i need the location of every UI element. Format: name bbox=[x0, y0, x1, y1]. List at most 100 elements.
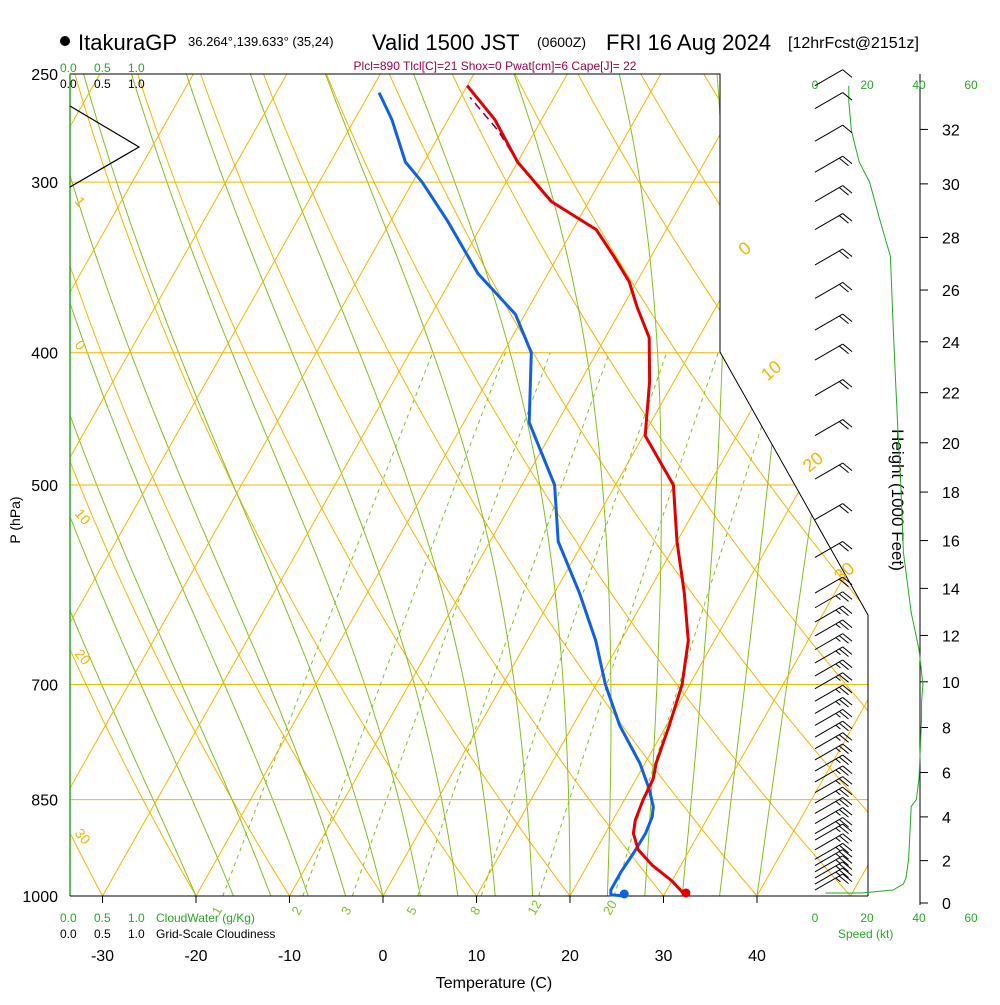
mixing-ratio-lines bbox=[223, 353, 786, 896]
height-tick-label: 14 bbox=[942, 581, 960, 598]
mixing-ratio-label: 2 bbox=[288, 904, 305, 918]
pressure-tick-label: 300 bbox=[31, 175, 58, 192]
height-axis-label: Height (1000 Feet) bbox=[888, 429, 907, 571]
wind-barb bbox=[815, 721, 852, 737]
wind-barb bbox=[815, 634, 852, 650]
height-tick-label: 24 bbox=[942, 335, 960, 352]
cloud-water-bottom-tick-2: 1.0 bbox=[128, 911, 145, 925]
x-tick-label: 30 bbox=[655, 948, 673, 965]
wind-speed-tick-bottom: 0 bbox=[812, 911, 819, 925]
wind-barb bbox=[815, 733, 852, 749]
mixing-ratio-line bbox=[614, 353, 786, 896]
wind-speed-label: Speed (kt) bbox=[838, 927, 893, 941]
isotherm-left-label: 20 bbox=[72, 646, 94, 668]
wind-speed-tick-bottom: 40 bbox=[912, 911, 926, 925]
wind-barb bbox=[815, 709, 852, 725]
wind-speed-tick-top: 40 bbox=[912, 78, 926, 92]
valid-date: FRI 16 Aug 2024 bbox=[606, 30, 771, 55]
dry-adiabat-line bbox=[767, 74, 1000, 896]
y-axis-label: P (hPa) bbox=[7, 496, 23, 543]
wind-barb bbox=[815, 834, 852, 850]
wind-barb bbox=[815, 660, 852, 676]
wind-barb bbox=[815, 314, 852, 330]
isotherm-left-label: 30 bbox=[72, 825, 94, 847]
valid-zulu: (0600Z) bbox=[537, 34, 586, 50]
cloudiness-label: Grid-Scale Cloudiness bbox=[156, 927, 275, 941]
height-tick-label: 10 bbox=[942, 675, 960, 692]
height-tick-label: 16 bbox=[942, 534, 960, 551]
wind-barb bbox=[815, 685, 852, 701]
height-tick-label: 28 bbox=[942, 230, 960, 247]
cloud-water-bottom-tick-0: 0.0 bbox=[60, 911, 77, 925]
height-tick-label: 2 bbox=[942, 854, 951, 871]
dry-adiabat-line bbox=[830, 74, 1000, 896]
wind-barb bbox=[815, 504, 852, 520]
isotherm-label: 10 bbox=[757, 356, 785, 384]
cloud-water-top-tick-2: 1.0 bbox=[128, 61, 145, 75]
height-tick-label: 12 bbox=[942, 628, 960, 645]
wind-barb bbox=[815, 186, 852, 202]
pressure-tick-label: 850 bbox=[31, 793, 58, 810]
cloud-water-top-tick-0: 0.0 bbox=[60, 61, 77, 75]
wind-barbs bbox=[815, 70, 852, 890]
station-dot-icon bbox=[60, 36, 70, 46]
cloudiness-bottom-tick-1: 0.5 bbox=[94, 927, 111, 941]
cloud-water-top-tick-1: 0.5 bbox=[94, 61, 111, 75]
isotherm-label: 20 bbox=[799, 448, 827, 476]
x-tick-label: -30 bbox=[91, 948, 114, 965]
isobars bbox=[70, 74, 868, 896]
wind-barb bbox=[815, 125, 852, 141]
height-tick-label: 6 bbox=[942, 766, 951, 783]
station-coords: 36.264°,139.633° (35,24) bbox=[188, 34, 334, 49]
wind-barb bbox=[815, 70, 852, 86]
pressure-tick-label: 250 bbox=[31, 67, 58, 84]
surface-temperature-dot bbox=[681, 889, 690, 898]
cloudiness-top-tick-2: 1.0 bbox=[128, 77, 145, 91]
pressure-tick-label: 500 bbox=[31, 478, 58, 495]
wind-barb bbox=[815, 824, 852, 840]
mixing-ratio-line bbox=[223, 353, 433, 896]
mixing-ratio-label: 12 bbox=[524, 897, 544, 917]
dry-adiabat-line bbox=[0, 74, 9, 896]
wind-barb bbox=[815, 606, 852, 622]
wind-barb bbox=[815, 93, 852, 109]
wind-barb bbox=[815, 214, 852, 230]
wind-barb bbox=[815, 420, 852, 436]
wind-speed-profile bbox=[825, 86, 923, 893]
height-tick-label: 30 bbox=[942, 177, 960, 194]
wind-barb bbox=[815, 673, 852, 689]
x-tick-label: 40 bbox=[748, 948, 766, 965]
wind-barb bbox=[815, 697, 852, 713]
mixing-ratio-line bbox=[539, 353, 719, 896]
wind-barb bbox=[815, 620, 852, 636]
stability-indices: Plcl=890 Tlcl[C]=21 Shox=0 Pwat[cm]=6 Ca… bbox=[354, 59, 637, 73]
x-tick-label: -20 bbox=[184, 948, 207, 965]
height-tick-label: 20 bbox=[942, 436, 960, 453]
pressure-tick-label: 400 bbox=[31, 346, 58, 363]
cloudiness-bottom-tick-2: 1.0 bbox=[128, 927, 145, 941]
mixing-ratio-label: 5 bbox=[403, 904, 420, 918]
cloudiness-top-tick-0: 0.0 bbox=[60, 77, 77, 91]
surface-dewpoint-dot bbox=[620, 890, 629, 899]
wind-barb bbox=[815, 541, 852, 557]
wind-speed-tick-top: 20 bbox=[860, 78, 874, 92]
mixing-ratio-line bbox=[303, 353, 506, 896]
wind-barb bbox=[815, 592, 852, 608]
wind-speed-tick-top: 0 bbox=[812, 78, 819, 92]
height-tick-label: 32 bbox=[942, 122, 960, 139]
cloudiness-bottom-tick-0: 0.0 bbox=[60, 927, 77, 941]
cloudiness-top-tick-1: 0.5 bbox=[94, 77, 111, 91]
height-tick-label: 4 bbox=[942, 810, 951, 827]
pressure-tick-label: 1000 bbox=[22, 889, 58, 906]
wind-barb bbox=[815, 282, 852, 298]
height-tick-label: 8 bbox=[942, 720, 951, 737]
mixing-ratio-label: 3 bbox=[338, 904, 355, 918]
pressure-tick-label: 700 bbox=[31, 678, 58, 695]
height-tick-label: 18 bbox=[942, 485, 960, 502]
wind-speed-tick-bottom: 60 bbox=[964, 911, 978, 925]
mixing-ratio-line bbox=[418, 353, 610, 896]
